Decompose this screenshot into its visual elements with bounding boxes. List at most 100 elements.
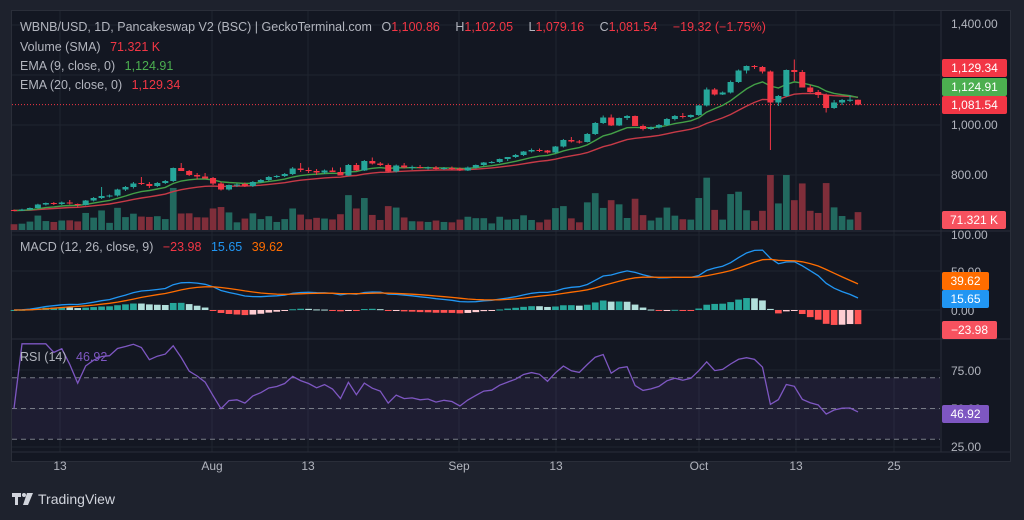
ema9-legend[interactable]: EMA (9, close, 0) 1,124.91 (20, 59, 179, 73)
ema20-legend[interactable]: EMA (20, close, 0) 1,129.34 (20, 78, 186, 92)
macd-histogram-bar (353, 310, 360, 311)
macd-histogram-bar (368, 308, 376, 310)
macd-histogram-bar (775, 310, 782, 314)
candle-body (130, 183, 137, 187)
candle-body (393, 165, 400, 172)
candle-body (695, 105, 702, 115)
macd-histogram-bar (743, 298, 750, 310)
macd-histogram-bar (560, 305, 567, 310)
candle-body (225, 185, 233, 190)
candle-body (90, 198, 97, 201)
ema20-value: 1,129.34 (131, 78, 181, 92)
signal-tag: 39.62 (942, 272, 989, 290)
time-tick: 13 (53, 459, 67, 473)
macd-histogram-bar (647, 309, 655, 311)
candle-body (632, 116, 639, 126)
chart-frame[interactable] (11, 10, 1011, 462)
macd-histogram-bar (568, 305, 575, 310)
macd-histogram-bar (623, 301, 631, 310)
tradingview-logo[interactable]: TradingView (12, 491, 115, 507)
macd-histogram-bar (249, 310, 257, 315)
volume-bar (384, 206, 392, 230)
macd-histogram-bar (846, 310, 854, 325)
volume-bar (337, 214, 344, 230)
macd-histogram-bar (345, 310, 352, 311)
macd-histogram-bar (305, 308, 312, 310)
rsi-legend[interactable]: RSI (14) 46.92 (20, 350, 113, 364)
volume-bar (138, 216, 145, 230)
candle-body (520, 151, 527, 155)
volume-bar (169, 187, 177, 230)
rsi-label: RSI (14) (20, 350, 67, 364)
candle-body (329, 170, 336, 172)
candle-body (210, 178, 217, 184)
candle-body (377, 163, 384, 165)
candle-body (194, 175, 201, 177)
candle-body (759, 67, 766, 72)
volume-bar (846, 219, 854, 230)
macd-histogram-bar (599, 300, 607, 310)
ema9-line (13, 81, 859, 212)
macd-histogram-bar (687, 310, 695, 311)
candle-body (647, 127, 655, 129)
macd-histogram-bar (639, 307, 647, 310)
candle-body (711, 89, 718, 95)
macd-signal-value: 39.62 (251, 240, 283, 254)
macd-histogram-bar (480, 310, 488, 312)
volume-bar (90, 217, 97, 230)
volume-bar (209, 208, 217, 230)
histogram-tag: −23.98 (942, 321, 997, 339)
macd-histogram-bar (806, 310, 814, 318)
volume-bar (329, 219, 336, 230)
volume-bar (185, 213, 193, 230)
volume-bar (58, 220, 66, 230)
candle-body (50, 203, 57, 204)
macd-histogram-bar (719, 303, 726, 310)
volume-bar (767, 175, 774, 230)
macd-histogram-bar (313, 309, 320, 311)
macd-histogram-bar (838, 310, 846, 325)
macd-histogram-bar (575, 305, 583, 310)
volume-bar (321, 218, 328, 230)
volume-legend[interactable]: Volume (SMA) 71.321 K (20, 40, 166, 54)
volume-bar (225, 212, 233, 230)
volume-bar (854, 212, 862, 230)
volume-label: Volume (SMA) (20, 40, 101, 54)
candle-body (679, 116, 686, 117)
macd-histogram-bar (432, 310, 440, 313)
volume-bar (233, 222, 241, 230)
macd-histogram-bar (679, 310, 687, 311)
candle-body (257, 180, 264, 182)
macd-value: 15.65 (210, 240, 243, 254)
macd-histogram-bar (265, 310, 273, 313)
candle-body (82, 200, 89, 205)
candle-body (608, 117, 615, 126)
macd-histogram-bar (448, 310, 456, 313)
candle-body (576, 141, 583, 143)
macd-histogram-bar (695, 308, 703, 310)
macd-histogram-bar (544, 306, 551, 310)
volume-bar (488, 223, 496, 230)
candle-body (186, 171, 193, 175)
ohlc-low: L1,079.16 (528, 20, 585, 34)
macd-histogram-bar (225, 310, 233, 314)
volume-bar (687, 219, 695, 230)
candle-body (10, 210, 18, 211)
macd-histogram-bar (767, 308, 774, 310)
candle-body (241, 184, 248, 186)
macd-histogram-bar (416, 310, 424, 313)
macd-label: MACD (12, 26, close, 9) (20, 240, 154, 254)
volume-bar (679, 219, 687, 230)
macd-histogram-bar (671, 309, 679, 311)
macd-legend[interactable]: MACD (12, 26, close, 9) −23.98 15.65 39.… (20, 240, 289, 254)
volume-bar (775, 203, 782, 230)
candle-body (202, 176, 209, 179)
macd-histogram-bar (138, 303, 145, 310)
candle-body (66, 202, 73, 204)
volume-bar (782, 175, 790, 230)
candle-body (791, 70, 798, 72)
candle-body (727, 82, 734, 93)
price-tick-1000: 1,000.00 (951, 118, 998, 132)
volume-bar (822, 183, 830, 230)
